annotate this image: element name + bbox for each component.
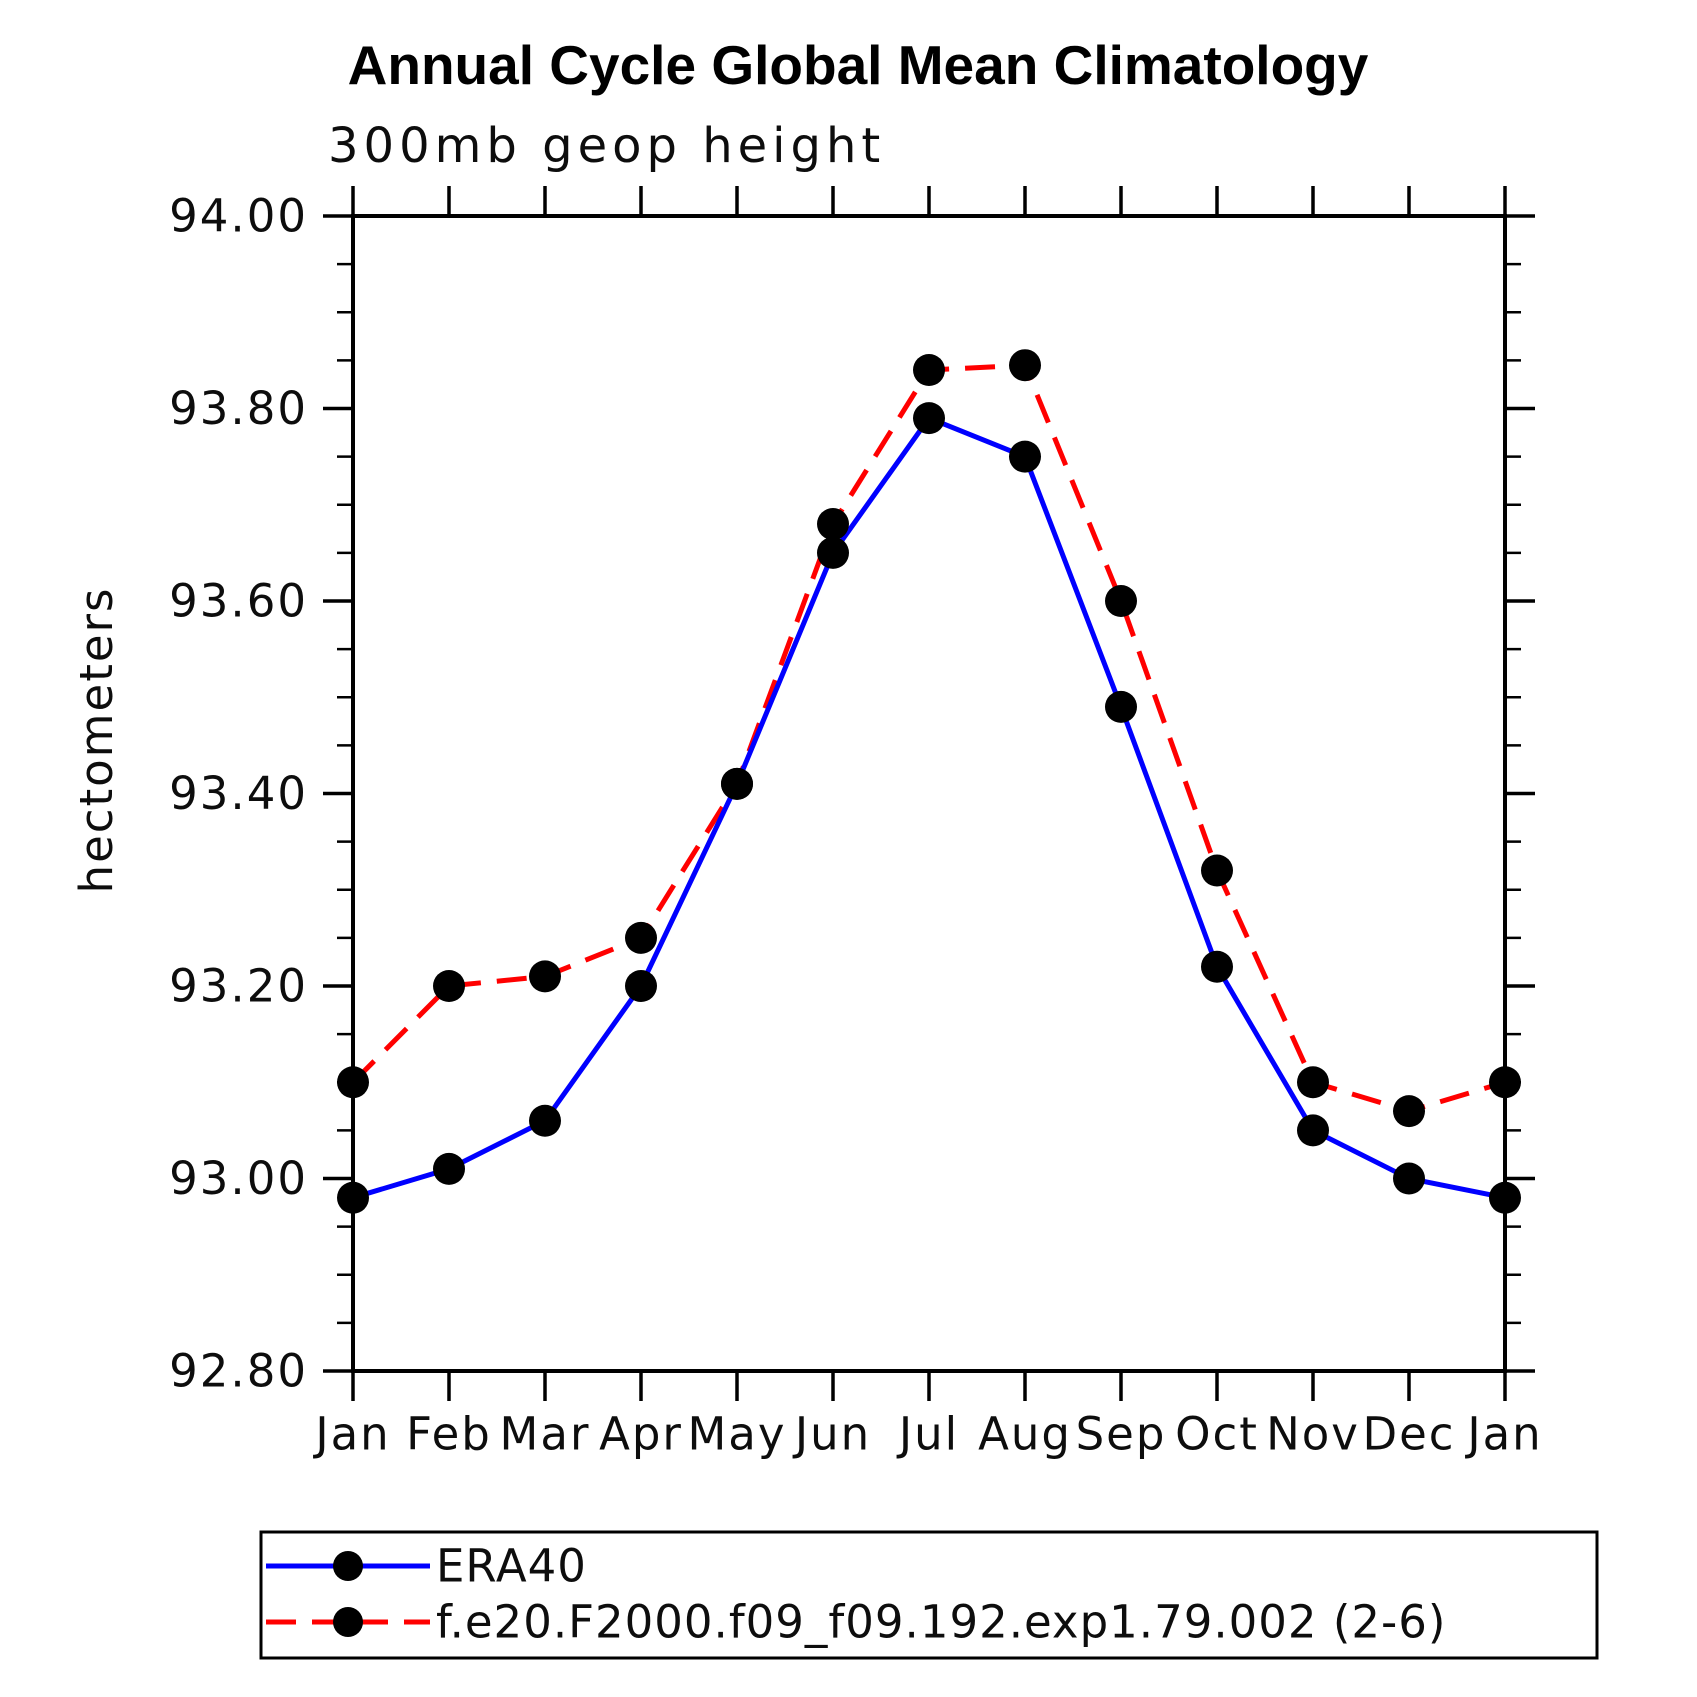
data-point-marker (529, 960, 561, 993)
data-point-marker (817, 508, 849, 540)
plot-frame (351, 214, 1507, 1373)
data-point-marker (817, 536, 849, 569)
series-line-f-e20-f2000-f09-f09- (351, 362, 1506, 1114)
data-point-marker (1393, 1095, 1425, 1128)
plot-area: 92.80 93.00 93.20 93.40 93.60 93.80 94.00 Jan Fe… (169, 186, 1542, 1461)
legend-marker-model (333, 1607, 363, 1637)
data-point-marker (1105, 690, 1137, 723)
x-tick-label: Jan (1464, 1408, 1542, 1461)
y-tick-label: 94.00 (169, 190, 308, 243)
data-point-marker (433, 970, 465, 1002)
legend-label-era40: ERA40 (436, 1540, 587, 1593)
x-tick-label: Jan (312, 1408, 390, 1461)
y-tick-label: 92.80 (169, 1345, 308, 1398)
x-tick-label: Sep (1076, 1408, 1167, 1461)
data-point-marker (1009, 440, 1041, 473)
y-tick-label: 93.60 (169, 575, 308, 628)
x-tick-label: Dec (1362, 1408, 1455, 1461)
x-tick-label: Jul (896, 1408, 959, 1461)
y-axis-title: hectometers (70, 587, 123, 894)
y-tick-label: 93.40 (169, 767, 308, 820)
data-point-marker (721, 767, 753, 800)
data-point-marker (1297, 1066, 1329, 1099)
data-point-marker (913, 402, 945, 435)
data-point-marker (337, 1066, 369, 1099)
x-tick-label: May (687, 1408, 786, 1461)
legend-marker-era40 (333, 1551, 363, 1581)
legend-label-model: f.e20.F2000.f09_f09.192.exp1.79.002 (2-6… (436, 1596, 1446, 1649)
data-point-marker (337, 1181, 369, 1214)
x-tick-label: Apr (599, 1408, 683, 1461)
data-point-marker (625, 921, 657, 954)
chart-title: Annual Cycle Global Mean Climatology (348, 34, 1369, 96)
x-tick-label: Aug (978, 1408, 1072, 1461)
x-tick-label: Nov (1266, 1408, 1360, 1461)
data-point-marker (1105, 585, 1137, 617)
data-point-marker (1489, 1066, 1521, 1099)
series-line-era40 (352, 415, 1506, 1201)
y-tick-label: 93.20 (169, 960, 308, 1013)
y-tick-label: 93.00 (169, 1152, 308, 1205)
x-tick-label: Mar (500, 1408, 591, 1461)
data-point-marker (1297, 1114, 1329, 1147)
y-tick-label: 93.80 (169, 382, 308, 435)
legend: ERA40 f.e20.F2000.f09_f09.192.exp1.79.00… (259, 1530, 1599, 1660)
data-point-marker (1009, 349, 1041, 382)
chart-subtitle: 300mb geop height (328, 118, 885, 174)
data-point-marker (1393, 1162, 1425, 1195)
data-point-marker (913, 354, 945, 386)
data-point-marker (1201, 950, 1233, 983)
x-tick-label: Oct (1175, 1408, 1259, 1461)
data-point-marker (1489, 1181, 1521, 1214)
data-point-marker (1201, 854, 1233, 887)
data-point-marker (625, 970, 657, 1002)
data-point-marker (433, 1152, 465, 1185)
legend-box (259, 1530, 1599, 1660)
data-point-marker (529, 1104, 561, 1137)
x-tick-label: Feb (406, 1408, 492, 1461)
x-tick-label: Jun (792, 1408, 871, 1461)
